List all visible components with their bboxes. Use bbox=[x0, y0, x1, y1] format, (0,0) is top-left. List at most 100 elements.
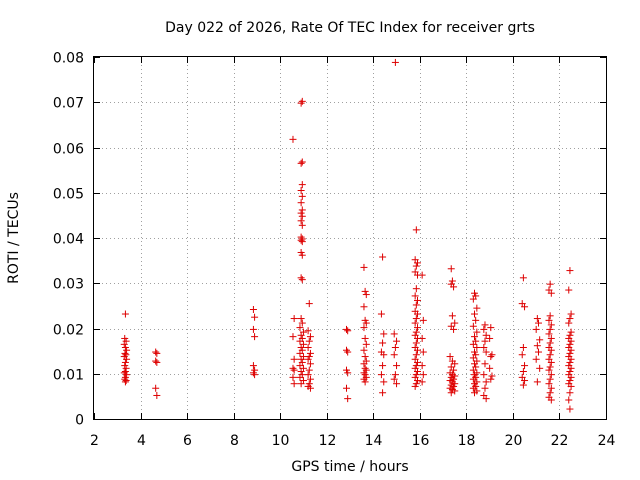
data-point bbox=[535, 319, 543, 327]
data-point bbox=[412, 285, 420, 293]
data-point bbox=[469, 322, 477, 330]
data-point bbox=[298, 97, 306, 105]
data-point bbox=[565, 396, 573, 404]
data-point bbox=[305, 337, 313, 345]
data-point bbox=[533, 378, 541, 386]
data-point bbox=[488, 351, 496, 359]
data-point bbox=[123, 355, 131, 363]
data-point bbox=[360, 360, 368, 368]
data-point bbox=[521, 303, 529, 311]
data-points bbox=[120, 58, 575, 413]
data-point bbox=[298, 238, 306, 246]
data-point bbox=[482, 378, 490, 386]
data-point bbox=[298, 212, 306, 220]
data-point bbox=[547, 334, 555, 342]
data-point bbox=[121, 378, 129, 386]
data-point bbox=[566, 389, 574, 397]
data-point bbox=[566, 331, 574, 339]
data-point bbox=[419, 348, 427, 356]
data-point bbox=[153, 391, 161, 399]
data-point bbox=[535, 348, 543, 356]
data-point bbox=[297, 186, 305, 194]
data-point bbox=[450, 325, 458, 333]
data-point bbox=[521, 377, 529, 385]
data-point bbox=[413, 296, 421, 304]
data-point bbox=[532, 355, 540, 363]
data-point bbox=[533, 342, 541, 350]
data-point bbox=[567, 373, 575, 381]
data-point bbox=[547, 289, 555, 297]
data-point bbox=[487, 375, 495, 383]
data-point bbox=[448, 277, 456, 285]
x-tick-label: 22 bbox=[551, 433, 569, 449]
data-point bbox=[566, 315, 574, 323]
data-point bbox=[412, 315, 420, 323]
data-point bbox=[361, 353, 369, 361]
x-tick-label: 8 bbox=[230, 433, 239, 449]
data-point bbox=[297, 209, 305, 217]
data-point bbox=[546, 363, 554, 371]
data-point bbox=[379, 389, 387, 397]
data-point bbox=[297, 236, 305, 244]
data-point bbox=[362, 319, 370, 327]
data-point bbox=[305, 300, 313, 308]
data-point bbox=[469, 354, 477, 362]
data-point bbox=[547, 371, 555, 379]
data-point bbox=[390, 375, 398, 383]
data-point bbox=[289, 364, 297, 372]
data-point bbox=[306, 349, 314, 357]
y-tick-label: 0.02 bbox=[53, 323, 84, 339]
data-point bbox=[482, 331, 490, 339]
data-point bbox=[471, 333, 479, 341]
data-point bbox=[377, 310, 385, 318]
data-point bbox=[472, 316, 480, 324]
data-point bbox=[297, 315, 305, 323]
data-point bbox=[482, 395, 490, 403]
data-point bbox=[566, 340, 574, 348]
data-point bbox=[547, 346, 555, 354]
data-point bbox=[547, 358, 555, 366]
data-point bbox=[251, 333, 259, 341]
data-point bbox=[360, 324, 368, 332]
data-point bbox=[297, 99, 305, 107]
data-point bbox=[304, 355, 312, 363]
data-point bbox=[545, 330, 553, 338]
data-point bbox=[546, 389, 554, 397]
data-point bbox=[289, 333, 297, 341]
data-point bbox=[480, 325, 488, 333]
data-point bbox=[471, 310, 479, 318]
data-point bbox=[482, 348, 490, 356]
data-point bbox=[390, 330, 398, 338]
data-point bbox=[418, 271, 426, 279]
y-tick-label: 0.06 bbox=[53, 142, 84, 158]
data-point bbox=[451, 372, 459, 380]
data-point bbox=[545, 316, 553, 324]
data-point bbox=[360, 303, 368, 311]
data-point bbox=[566, 349, 574, 357]
data-point bbox=[469, 295, 477, 303]
data-point bbox=[469, 340, 477, 348]
plot-frame bbox=[93, 56, 607, 420]
data-point bbox=[123, 346, 131, 354]
data-point bbox=[471, 360, 479, 368]
data-point bbox=[413, 346, 421, 354]
y-tick-label: 0.07 bbox=[53, 96, 84, 112]
data-point bbox=[547, 321, 555, 329]
data-point bbox=[290, 355, 298, 363]
y-tick-label: 0.01 bbox=[53, 368, 84, 384]
data-point bbox=[546, 312, 554, 320]
x-tick-label: 2 bbox=[90, 433, 99, 449]
data-point bbox=[486, 334, 494, 342]
data-point bbox=[393, 380, 401, 388]
data-point bbox=[297, 380, 305, 388]
x-tick-label: 14 bbox=[365, 433, 383, 449]
data-point bbox=[391, 371, 399, 379]
data-point bbox=[122, 364, 130, 372]
data-point bbox=[121, 349, 129, 357]
data-point bbox=[567, 310, 575, 318]
data-point bbox=[546, 325, 554, 333]
data-point bbox=[519, 367, 527, 375]
x-tick-label: 20 bbox=[505, 433, 523, 449]
data-point bbox=[361, 378, 369, 386]
data-point bbox=[290, 380, 298, 388]
